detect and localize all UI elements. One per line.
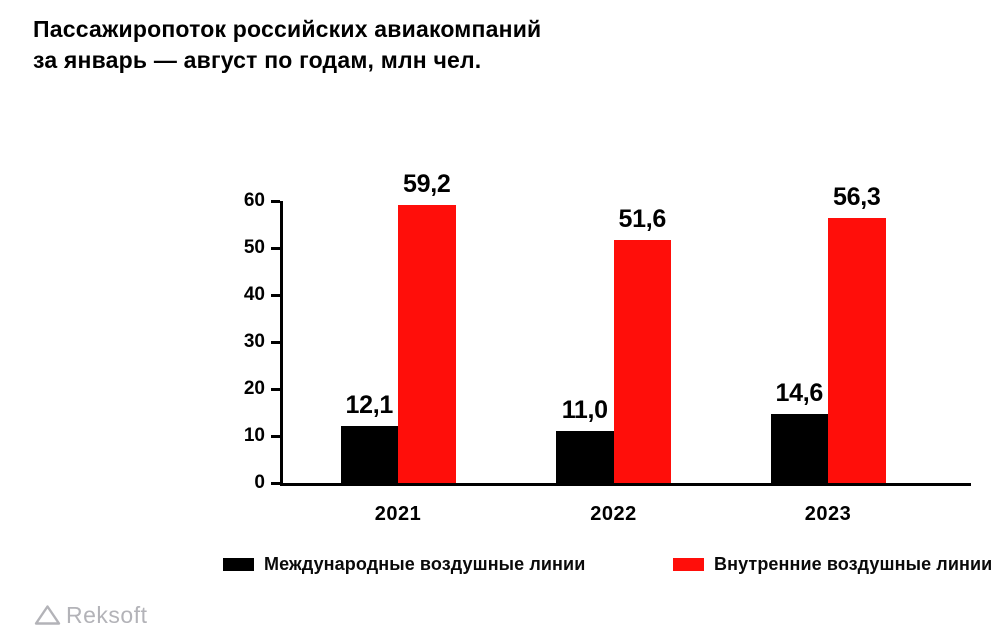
legend-swatch-black: [223, 557, 254, 571]
legend-item-international: Международные воздушные линии: [223, 552, 585, 576]
legend-label: Международные воздушные линии: [264, 553, 586, 574]
legend: Международные воздушные линии Внутренние …: [0, 552, 1000, 578]
y-axis-tick-label: 40: [243, 284, 265, 305]
plot-area: 0 10 20 30 40 50 60 12,1 59,2 2021 11,0 51,6 2022 14,…: [244, 170, 971, 525]
legend-swatch-red: [673, 557, 704, 571]
bar-domestic-2023: [828, 218, 886, 483]
bar-value-label-international-2022: 11,0: [561, 396, 608, 425]
y-axis-line: [280, 201, 283, 486]
chart-title-line2: за январь — август по годам, млн чел.: [33, 47, 482, 73]
y-axis-tick: [271, 199, 280, 203]
y-axis-tick-label: 0: [254, 472, 265, 493]
bar-international-2023: [770, 414, 828, 483]
bar-domestic-2021: [398, 204, 456, 483]
y-axis-tick: [271, 340, 280, 344]
y-axis-tick-label: 50: [243, 237, 265, 258]
bar-value-label-domestic-2021: 59,2: [403, 169, 451, 198]
bar-domestic-2022: [613, 240, 671, 483]
legend-label: Внутренние воздушные линии: [714, 553, 993, 574]
bar-value-label-international-2021: 12,1: [345, 391, 394, 420]
y-axis-tick-label: 60: [243, 190, 265, 211]
logo-text: Reksoft: [66, 602, 148, 628]
y-axis-tick: [271, 481, 280, 485]
reksoft-logo: Reksoft: [34, 602, 147, 628]
y-axis-tick: [271, 387, 280, 391]
bar-value-label-international-2023: 14,6: [775, 379, 824, 408]
bar-international-2021: [340, 426, 398, 483]
legend-item-domestic: Внутренние воздушные линии: [673, 552, 992, 576]
x-axis-line: [280, 483, 971, 486]
chart-title-line1: Пассажиропоток российских авиакомпаний: [33, 16, 542, 42]
y-axis-tick: [271, 293, 280, 297]
y-axis-tick: [271, 434, 280, 438]
x-axis-label-2022: 2022: [590, 503, 637, 525]
triangle-logo-icon: [34, 605, 61, 625]
bar-value-label-domestic-2022: 51,6: [618, 205, 667, 234]
x-axis-label-2023: 2023: [804, 503, 852, 525]
chart-title: Пассажиропоток российских авиакомпаний з…: [33, 14, 541, 76]
x-axis-label-2021: 2021: [374, 503, 422, 525]
y-axis-tick: [271, 246, 280, 250]
y-axis-tick-label: 30: [243, 331, 265, 352]
y-axis-tick-label: 20: [243, 378, 265, 399]
bar-value-label-domestic-2023: 56,3: [833, 183, 881, 212]
y-axis-tick-label: 10: [243, 425, 265, 446]
bar-international-2022: [556, 431, 614, 483]
